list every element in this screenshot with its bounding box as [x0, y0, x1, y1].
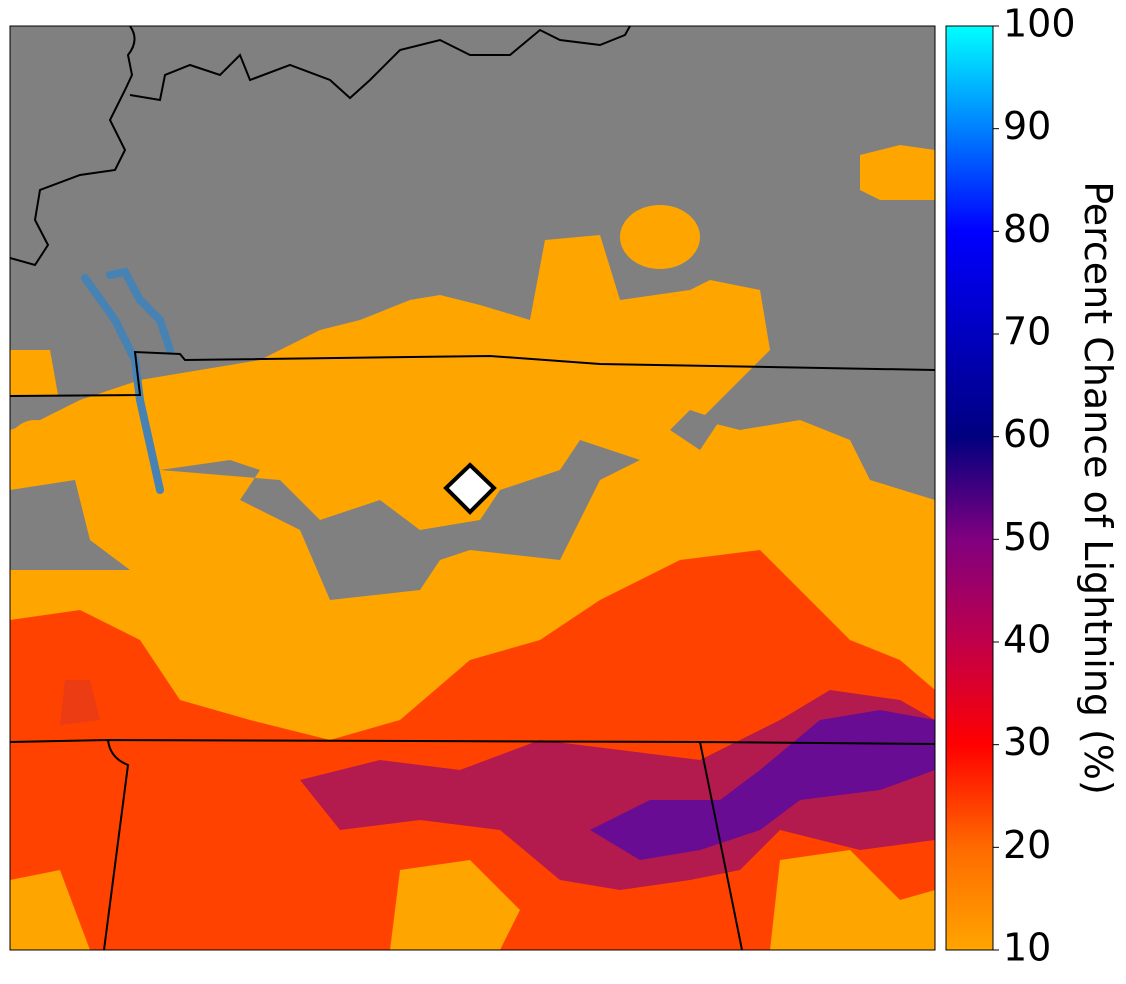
borders: [10, 26, 935, 950]
colorbar-scale: [945, 25, 994, 951]
tick-label: 10: [1003, 926, 1051, 970]
tick-label: 60: [1003, 412, 1051, 456]
colorbar-label: Percent Chance of Lightning (%): [1076, 181, 1120, 795]
orange-patch: [390, 860, 520, 950]
gray-hole: [160, 440, 640, 600]
orange-blob: [860, 145, 935, 200]
tick-label: 40: [1003, 618, 1051, 662]
purple-area: [300, 690, 935, 890]
colorbar: 10 20 30 40 50 60 70 80 90 100: [945, 2, 1076, 970]
location-marker: [443, 462, 497, 515]
gray-hole: [10, 480, 130, 570]
purple-core: [590, 710, 935, 860]
tick-label: 30: [1003, 720, 1051, 764]
orange-patch: [770, 850, 935, 950]
tick-label: 100: [1003, 2, 1076, 46]
tick-label: 80: [1003, 207, 1051, 251]
map-area: [10, 26, 935, 950]
tick-label: 70: [1003, 310, 1051, 354]
orange-patch: [10, 870, 90, 950]
tick-label: 50: [1003, 515, 1051, 559]
tick-label: 20: [1003, 823, 1051, 867]
tick-label: 90: [1003, 104, 1051, 148]
gray-hole: [670, 410, 720, 450]
orange-blob: [10, 350, 58, 395]
orange-blob: [10, 420, 65, 490]
orange-blob: [620, 205, 700, 269]
map-frame: [9, 25, 936, 951]
